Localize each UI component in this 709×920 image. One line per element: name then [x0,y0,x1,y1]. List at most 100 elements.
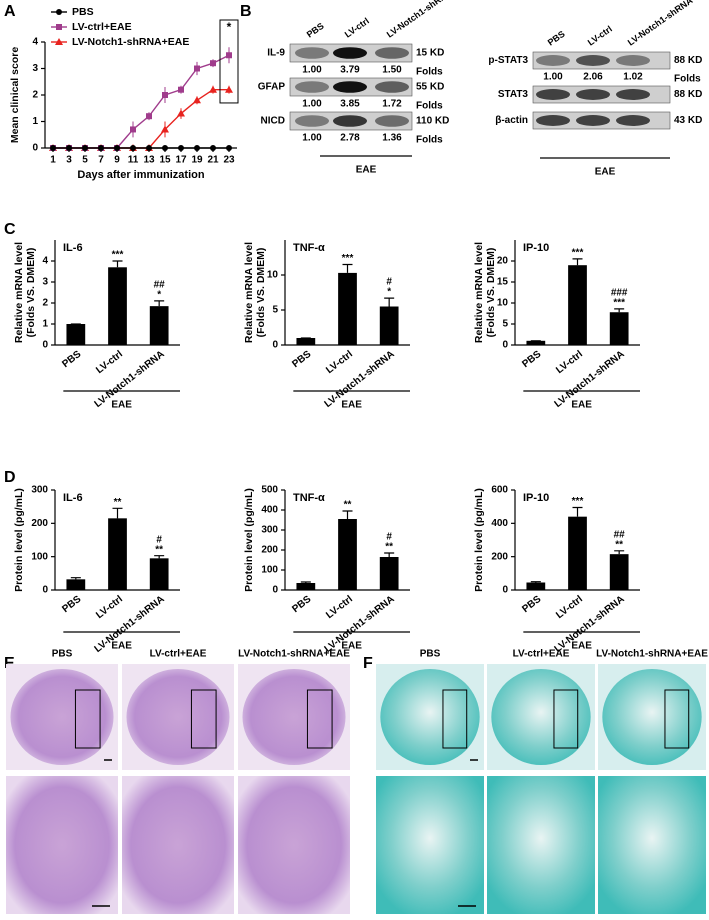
error-bar [112,260,123,268]
panel-label: D [4,469,16,486]
chart-title: IL-6 [63,242,83,254]
size-label: 55 KD [416,82,444,93]
x-axis-label: Days after immunization [77,169,204,181]
blot-band [375,115,409,127]
y-tick-label: 0 [272,585,278,596]
y-tick-label: 3 [32,63,38,74]
marker [194,145,200,151]
inset-box [306,689,333,749]
error-bar [154,300,165,307]
inset-box [664,689,690,749]
y-tick-label: 0 [272,340,278,351]
inset-box [442,689,468,749]
blot-band [616,115,650,126]
row-label: IL-9 [267,48,285,59]
marker [226,145,232,151]
group-label: EAE [111,641,132,652]
group-label: EAE [341,641,362,652]
y-tick-label: 0 [502,340,508,351]
fold-value: 1.50 [382,65,402,76]
y-axis-label: Protein level (pg/mL) [473,488,485,592]
fold-value: 1.00 [543,72,563,83]
chart-title: IP-10 [523,242,549,254]
marker [98,145,104,151]
marker [161,125,169,133]
error-bar [112,507,123,519]
legend-label: PBS [72,6,94,18]
column-header: LV-ctrl [343,16,371,40]
bar [609,554,629,590]
spinal-cord [380,669,480,765]
spinal-cord [242,669,346,765]
micrograph-zoom [598,776,706,914]
y-tick-label: 200 [261,545,278,556]
marker [114,145,120,151]
folds-label: Folds [674,74,701,85]
y-tick-label: 300 [261,525,278,536]
y-tick-label: 400 [491,518,508,529]
x-tick-label: PBS [290,349,313,371]
y-tick-label: 0 [42,340,48,351]
group-label: EAE [571,641,592,652]
x-tick-label: PBS [60,594,83,616]
column-header: PBS [420,649,441,660]
significance: ** [385,542,393,553]
error-bar [614,550,625,555]
group-label: EAE [341,400,362,411]
micrograph-zoom [376,776,484,914]
fold-value: 1.00 [302,65,322,76]
y-axis-label: (Folds VS. DMEM) [25,248,37,338]
x-tick-label: LV-ctrl [94,594,125,622]
x-tick-label: LV-ctrl [554,349,585,377]
blot-band [333,81,367,93]
bar [526,582,546,590]
bar [379,306,399,345]
x-tick-label: LV-ctrl [554,594,585,622]
marker [193,96,201,104]
bar [338,519,357,590]
blot-band [295,47,329,59]
significance: ** [155,544,163,555]
significance: * [157,290,161,301]
x-tick-label: LV-ctrl [324,349,355,377]
error-bar [384,297,395,307]
y-tick-label: 400 [261,505,278,516]
significance: ## [614,529,626,540]
column-header: LV-Notch1-shRNA [385,0,454,40]
blot-band [375,47,409,59]
y-tick-label: 0 [502,585,508,596]
error-bar [530,581,541,583]
fold-value: 1.72 [382,99,402,110]
y-tick-label: 10 [267,270,279,281]
fold-value: 1.00 [302,133,322,144]
bar [338,272,357,345]
y-tick-label: 5 [272,305,278,316]
y-axis-label: Relative mRNA level [243,242,255,343]
bar [526,340,546,345]
blot-band [375,81,409,93]
column-header: LV-ctrl+EAE [513,649,570,660]
column-header: PBS [52,649,73,660]
annotation-box [219,19,239,104]
column-header: LV-Notch1-shRNA+EAE [596,649,708,660]
panel-label: C [4,221,16,238]
row-label: p-STAT3 [488,55,528,66]
x-tick-label: 11 [128,155,139,166]
x-tick-label: 9 [114,155,120,166]
panel-label: E [4,655,15,672]
annotation: * [227,20,232,34]
row-label: β-actin [495,115,528,126]
folds-label: Folds [416,101,443,112]
fold-value: 3.79 [340,65,360,76]
y-tick-label: 600 [491,485,508,496]
bar [296,338,316,345]
blot-band [536,115,570,126]
y-tick-label: 200 [491,551,508,562]
y-tick-label: 4 [32,37,38,48]
significance: ** [114,497,122,508]
fold-value: 3.85 [340,99,360,110]
inset-box [190,689,217,749]
marker [178,145,184,151]
significance: ## [154,280,166,291]
bar [66,579,86,590]
